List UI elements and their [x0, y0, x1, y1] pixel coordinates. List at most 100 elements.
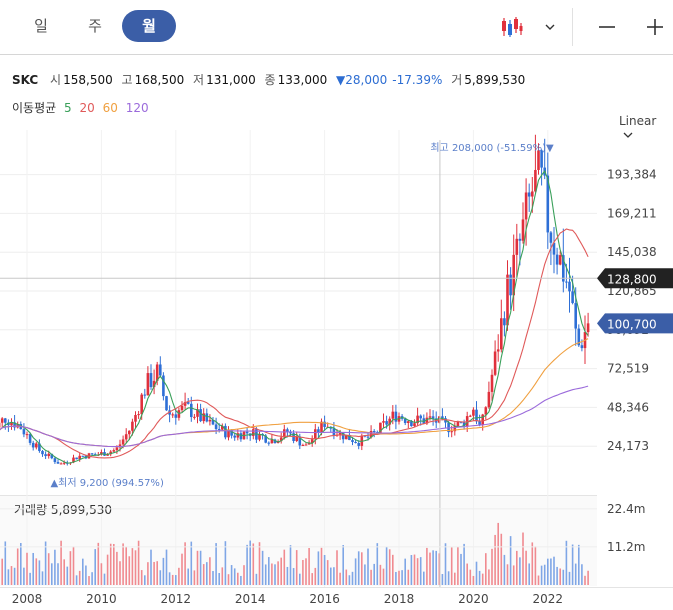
volume-bar [531, 542, 534, 585]
candle-body [155, 364, 159, 381]
volume-bar [361, 552, 363, 585]
candle-body [75, 457, 78, 460]
volume-bar [187, 568, 189, 585]
volume-bar [419, 557, 422, 585]
candle-body [574, 303, 577, 329]
volume-bar [274, 564, 276, 585]
candle-body [382, 421, 385, 423]
chevron-down-icon [545, 24, 555, 30]
volume-bar [547, 558, 549, 585]
moving-average-legend[interactable]: 이동평균 5 20 60 120 [12, 99, 149, 116]
candle-body [338, 432, 342, 435]
x-tick-label: 2016 [309, 592, 340, 606]
candle-body [183, 402, 187, 406]
candle-body [314, 429, 317, 440]
candle-body [295, 436, 298, 442]
tab-daily[interactable]: 일 [34, 17, 48, 35]
candle-body [90, 453, 94, 455]
volume-bar [472, 575, 475, 585]
volume-bar [10, 566, 13, 585]
chart-type-button[interactable] [496, 0, 528, 54]
candle-body [264, 435, 267, 443]
ma5-label: 5 [64, 101, 72, 115]
volume-bar [354, 558, 357, 585]
candle-body [227, 430, 230, 438]
candle-body [345, 434, 348, 440]
volume-bar [292, 568, 295, 585]
candle-body [131, 421, 134, 431]
volume-bar [54, 549, 56, 585]
candle-body [493, 351, 497, 375]
volume-bar [255, 573, 258, 585]
candle-body [531, 191, 534, 197]
candle-body [230, 430, 233, 436]
scale-selector[interactable]: Linear [619, 114, 673, 142]
volume-bar [82, 558, 84, 585]
volume-bar [209, 557, 211, 585]
candle-body [289, 432, 292, 434]
candle-body [202, 413, 205, 422]
volume-bar [432, 550, 434, 585]
volume-bar [584, 575, 586, 585]
volume-bar [550, 558, 552, 585]
volume-bar [125, 546, 127, 585]
volume-bar [457, 546, 459, 585]
volume-bar [233, 568, 236, 585]
candle-body [512, 254, 515, 296]
candle-body [394, 411, 398, 422]
tab-monthly[interactable]: 월 [122, 10, 176, 42]
candle-body [205, 413, 209, 422]
chart-type-dropdown[interactable] [538, 0, 562, 54]
candle-body [258, 433, 261, 440]
volume-bar [261, 550, 264, 585]
volume-bar [1, 558, 3, 585]
candle-body [558, 255, 562, 265]
volume-bar [333, 567, 335, 585]
volume-bar [16, 548, 19, 585]
candle-body [568, 281, 571, 292]
volume-bar [450, 547, 453, 585]
volume-bar [339, 572, 341, 585]
candle-body [283, 429, 286, 438]
volume-bar [94, 549, 96, 585]
candle-body [524, 192, 528, 220]
candle-body [372, 431, 376, 433]
volume-bar [460, 553, 462, 585]
volume-tick-label: 22.4m [607, 502, 645, 516]
volume-bar [571, 544, 574, 585]
volume-bar [199, 550, 202, 585]
candle-body [555, 254, 559, 265]
zoom-out-button[interactable] [590, 0, 624, 54]
candle-body [267, 442, 271, 444]
volume-label: 거 [451, 73, 463, 87]
x-tick-label: 2010 [86, 592, 117, 606]
candle-body [115, 447, 119, 451]
toolbar: 일 주 월 [0, 0, 673, 55]
zoom-in-button[interactable] [638, 0, 672, 54]
volume-bar [113, 543, 115, 585]
volume-bar [500, 533, 503, 585]
high-label: 고 [121, 73, 133, 87]
volume-bar [398, 570, 400, 585]
volume-bar [379, 564, 382, 585]
volume-bar [75, 575, 78, 585]
volume-bar [162, 557, 165, 585]
candle-body [323, 421, 326, 427]
ma120-label: 120 [125, 101, 149, 115]
volume-bar [537, 575, 540, 585]
volume-bar [147, 562, 149, 585]
candle-body [4, 418, 7, 423]
volume-bar [534, 546, 537, 585]
volume-bar [237, 572, 239, 585]
candle-body [301, 444, 305, 446]
volume-value: 5,899,530 [464, 73, 526, 87]
volume-bar [44, 541, 47, 585]
volume-bar [385, 546, 388, 585]
y-tick-label: 169,211 [607, 206, 657, 220]
candle-body [165, 396, 168, 411]
tab-weekly[interactable]: 주 [88, 17, 102, 35]
volume-bar [553, 556, 555, 585]
candle-body [199, 409, 202, 422]
volume-bar [516, 550, 518, 585]
